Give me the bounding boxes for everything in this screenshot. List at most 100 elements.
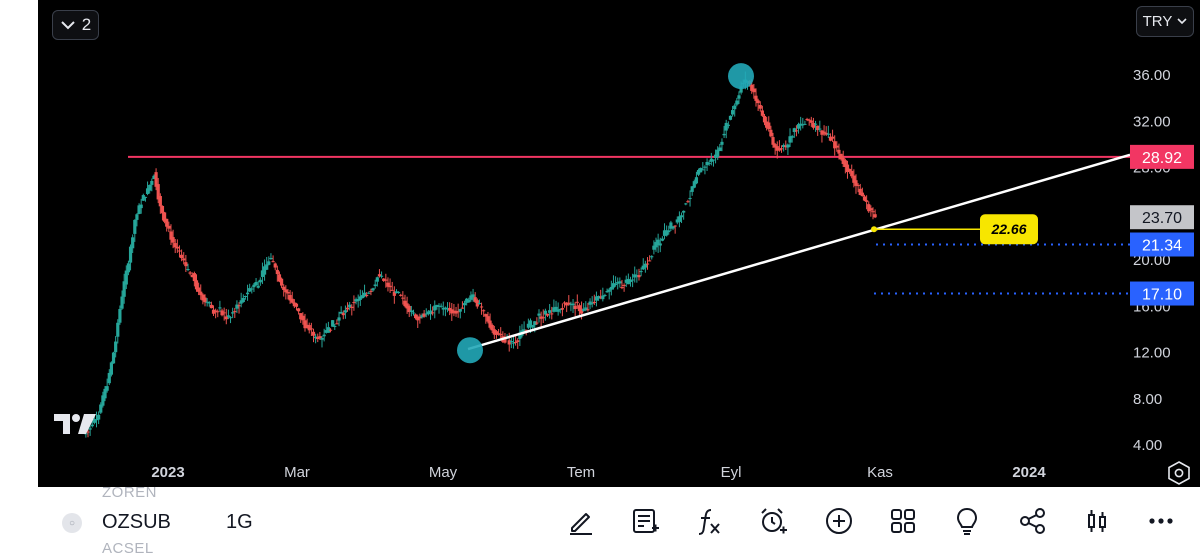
formula-icon[interactable]	[694, 506, 724, 536]
candle-body	[707, 163, 711, 165]
pencil-icon[interactable]	[566, 506, 596, 536]
alert-clock-icon[interactable]	[758, 506, 788, 536]
candle-body	[605, 291, 609, 293]
candle-body	[571, 303, 575, 306]
candle-body	[197, 287, 201, 292]
candle-body	[175, 246, 179, 249]
candle-body	[526, 323, 530, 328]
watchlist-prev-symbol[interactable]: ZOREN	[102, 484, 157, 501]
candle-body	[384, 279, 388, 281]
candle-body	[416, 316, 420, 321]
candle-body	[835, 145, 839, 148]
candle-body	[560, 308, 565, 310]
candle-body	[788, 136, 792, 143]
candle-body	[777, 148, 781, 151]
candle-body	[801, 124, 805, 126]
candle-body	[369, 290, 373, 292]
indicator-add-icon[interactable]	[630, 506, 660, 536]
candle-body	[543, 310, 547, 315]
candle-body	[403, 300, 407, 307]
candle-body	[388, 285, 392, 288]
candle-body	[533, 321, 537, 326]
chevron-down-icon	[61, 21, 75, 30]
candle-body	[541, 317, 545, 319]
candle-body	[856, 185, 860, 187]
candle-body	[492, 329, 496, 335]
watchlist-next-symbol[interactable]: ACSEL	[102, 540, 154, 557]
candle-body	[241, 297, 245, 303]
candle-body	[803, 123, 807, 125]
candle-body	[445, 308, 450, 310]
candle-body	[562, 302, 567, 304]
candle-body	[816, 125, 820, 131]
support-2-price-tag: 17.10	[1142, 287, 1182, 304]
x-tick-label: Mar	[284, 464, 310, 481]
plus-circle-icon[interactable]	[824, 506, 854, 536]
candle-body	[650, 256, 654, 258]
candle-body	[524, 329, 528, 331]
candle-body	[324, 330, 328, 333]
candle-body	[473, 297, 477, 302]
candle-body	[662, 230, 667, 236]
candle-body	[822, 131, 826, 133]
candle-body	[90, 424, 94, 427]
candle-body	[677, 216, 682, 222]
candle-body	[252, 284, 256, 288]
candle-body	[730, 110, 735, 115]
candle-body	[356, 299, 360, 302]
candle-body	[699, 167, 703, 173]
candle-body	[711, 159, 716, 161]
candle-body	[311, 331, 316, 336]
candle-body	[545, 313, 550, 316]
candle-body	[379, 275, 384, 277]
collapse-panes-button[interactable]: 2	[52, 10, 99, 40]
candle-body	[224, 316, 228, 320]
candle-body	[448, 307, 452, 311]
candle-body	[656, 239, 660, 246]
candle-body	[496, 333, 501, 335]
candle-body	[239, 300, 243, 304]
chart-type-candles-icon[interactable]	[1082, 506, 1112, 536]
candle-body	[377, 274, 382, 277]
trendline	[467, 153, 1131, 351]
resistance-price-tag: 28.92	[1142, 150, 1182, 167]
candle-body	[624, 279, 628, 283]
candle-body	[813, 123, 818, 125]
candle-body	[679, 215, 684, 218]
tradingview-logo	[54, 414, 96, 434]
share-icon[interactable]	[1018, 506, 1048, 536]
candle-body	[799, 123, 803, 126]
layout-grid-icon[interactable]	[888, 506, 918, 536]
chart-area[interactable]: 36.0032.0028.0024.0020.0016.0012.008.004…	[38, 0, 1200, 487]
candle-body	[756, 100, 760, 104]
candle-body	[841, 157, 845, 164]
settings-hexagon-icon[interactable]	[1166, 460, 1192, 486]
candle-body	[101, 395, 105, 406]
candle-body	[267, 261, 271, 265]
highlight-marker	[457, 337, 483, 364]
candle-body	[235, 304, 239, 309]
candle-body	[484, 314, 488, 317]
candle-body	[675, 219, 679, 223]
candle-body	[309, 328, 313, 330]
candle-body	[211, 309, 216, 314]
candle-body	[456, 311, 460, 313]
candle-body	[386, 282, 390, 287]
currency-selector[interactable]: TRY	[1136, 6, 1194, 37]
candle-body	[162, 212, 167, 222]
price-chart[interactable]: 36.0032.0028.0024.0020.0016.0012.008.004…	[38, 0, 1200, 487]
candle-body	[552, 307, 556, 312]
idea-bulb-icon[interactable]	[952, 506, 982, 536]
symbol-name[interactable]: OZSUB	[102, 511, 171, 533]
candle-body	[603, 295, 607, 297]
candle-body	[282, 286, 286, 290]
candle-body	[667, 230, 671, 233]
interval-selector[interactable]: 1G	[226, 511, 253, 533]
candle-body	[301, 315, 305, 321]
candle-body	[182, 258, 186, 261]
candle-body	[269, 258, 273, 260]
candle-body	[490, 324, 494, 331]
more-icon[interactable]	[1146, 506, 1176, 536]
candle-body	[860, 192, 864, 197]
candle-body	[86, 431, 90, 433]
